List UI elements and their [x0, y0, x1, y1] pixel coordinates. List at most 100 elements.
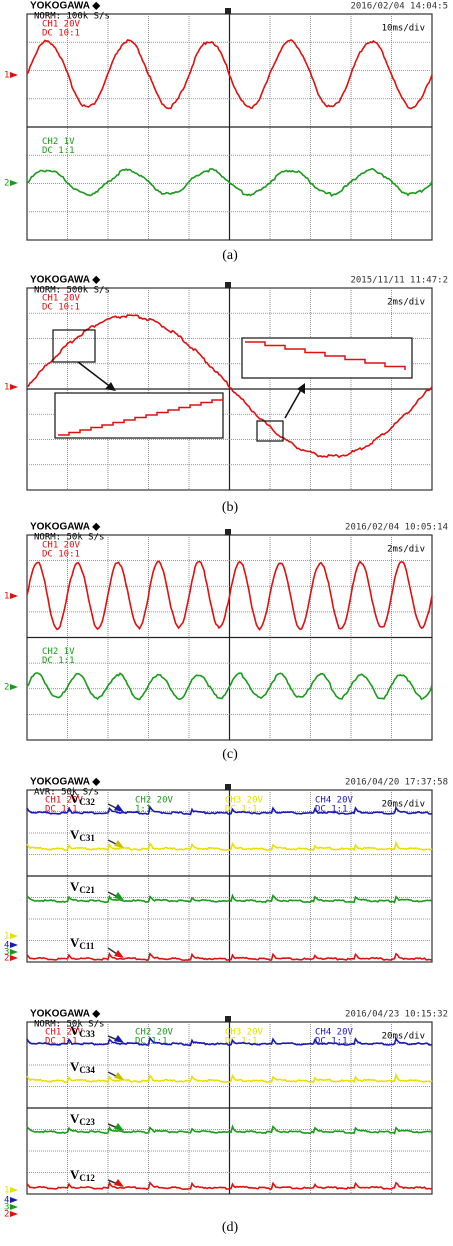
ground-arrow	[10, 1197, 18, 1203]
scope-screen: YOKOGAWA ◆NORM: 50k S/s 2016/04/23 10:15:…	[4, 1009, 448, 1236]
trigger-mark	[225, 784, 231, 790]
ground-arrow	[10, 949, 18, 955]
staircase	[58, 397, 224, 436]
ground-arrow	[10, 180, 18, 186]
ground-arrow	[10, 1187, 18, 1193]
voltage-label-main: V	[70, 1023, 80, 1038]
waveform	[26, 1072, 433, 1084]
waveform	[26, 1124, 433, 1135]
ground-marker: 1	[4, 383, 9, 393]
voltage-label: VC21	[70, 879, 95, 895]
voltage-label-sub: C34	[79, 1065, 95, 1075]
voltage-label-main: V	[70, 879, 80, 894]
caption: (b)	[222, 500, 239, 515]
channel-coupling: DC 10:1	[42, 29, 80, 39]
ground-arrow	[10, 72, 18, 78]
ground-arrow	[10, 1211, 18, 1217]
ground-marker: 4	[4, 1196, 9, 1206]
waveform	[26, 672, 433, 701]
timebase: 2ms/div	[387, 298, 425, 308]
channel-name: CH3 20V	[225, 796, 264, 806]
brand: YOKOGAWA ◆	[30, 1009, 100, 1020]
ground-marker: 4	[4, 941, 9, 951]
scope-screen: YOKOGAWA ◆NORM: 100k S/s 2016/02/04 14:04…	[4, 1, 448, 264]
waveform	[26, 1181, 432, 1191]
waveform	[26, 314, 433, 459]
caption: (d)	[222, 1220, 239, 1235]
waveform	[26, 560, 433, 631]
voltage-label-sub: C33	[79, 1029, 95, 1039]
sample-mode: NORM: 50k S/s	[34, 1020, 104, 1030]
ground-marker: 2	[4, 1210, 9, 1220]
ground-arrow	[10, 933, 18, 939]
sample-mode: NORM: 100k S/s	[34, 12, 110, 22]
scope-screen: YOKOGAWA ◆NORM: 500k S/s 2015/11/11 11:47…	[4, 275, 448, 516]
channel-coupling: DC 10:1	[42, 550, 80, 560]
channel-coupling: 1:1	[135, 805, 151, 815]
voltage-label-sub: C11	[79, 941, 95, 951]
zoom-box	[52, 329, 96, 363]
brand: YOKOGAWA ◆	[30, 1, 100, 12]
arrow	[77, 361, 113, 389]
staircase	[245, 341, 406, 370]
label-arrow-head	[114, 892, 124, 900]
sample-mode: NORM: 50k S/s	[34, 533, 104, 543]
ground-marker: 1	[4, 592, 9, 602]
voltage-label-sub: C21	[79, 885, 95, 895]
brand: YOKOGAWA ◆	[30, 777, 100, 788]
scope-screen: YOKOGAWA ◆AVR: 50k S/s 2016/04/20 17:37:5…	[4, 777, 448, 964]
ground-marker: 3	[4, 948, 9, 958]
timebase: 2ms/div	[387, 545, 425, 555]
waveform	[26, 167, 433, 197]
voltage-label: VC31	[70, 827, 95, 843]
channel-coupling: DC 1:1	[315, 805, 348, 815]
ground-arrow	[10, 955, 18, 961]
trigger-mark	[225, 8, 231, 14]
sample-mode: AVR: 50k S/s	[34, 788, 99, 798]
ground-arrow	[10, 593, 18, 599]
voltage-label-main: V	[70, 935, 80, 950]
channel-name: CH1 20V	[42, 20, 81, 30]
channel-name: CH2 20V	[135, 1028, 174, 1038]
channel-name: CH1 20V	[42, 541, 81, 551]
voltage-label-sub: C23	[79, 1117, 95, 1127]
voltage-label-sub: C32	[79, 797, 95, 807]
channel-coupling: DC 10:1	[42, 303, 80, 313]
voltage-label-main: V	[70, 791, 80, 806]
ground-marker: 1	[4, 1186, 9, 1196]
arrow-head	[105, 382, 116, 391]
voltage-label: VC32	[70, 791, 95, 807]
waveform	[26, 952, 432, 962]
label-arrow-head	[114, 1072, 124, 1080]
scope-screen: YOKOGAWA ◆NORM: 50k S/s 2016/02/04 10:05:…	[4, 522, 448, 763]
voltage-label: VC33	[70, 1023, 95, 1039]
voltage-label-main: V	[70, 1111, 80, 1126]
ground-marker: 2	[4, 954, 9, 964]
waveform	[26, 840, 433, 852]
inset	[241, 337, 413, 379]
timestamp: 2016/04/23 10:15:32	[345, 1010, 448, 1020]
arrow-head	[297, 383, 305, 394]
channel-coupling: DC 1:1	[135, 1037, 168, 1047]
channel-coupling: DC 1:1	[42, 146, 75, 156]
channel-name: CH2 1V	[42, 647, 75, 657]
timestamp: 2016/02/04 10:05:14	[345, 523, 448, 533]
ground-arrow	[10, 942, 18, 948]
voltage-label-sub: C12	[79, 1173, 95, 1183]
ground-marker: 1	[4, 71, 9, 81]
channel-coupling: DC 1:1	[45, 1037, 78, 1047]
channel-name: CH1 20V	[45, 1028, 84, 1038]
channel-name: CH1 20V	[45, 796, 84, 806]
brand: YOKOGAWA ◆	[30, 522, 100, 533]
ground-arrow	[10, 1204, 18, 1210]
channel-name: CH1 20V	[42, 294, 81, 304]
timebase: 20ms/div	[382, 1032, 425, 1042]
channel-coupling: DC 1:1	[225, 1037, 258, 1047]
label-arrow-head	[114, 840, 124, 848]
voltage-label: VC11	[70, 935, 95, 951]
voltage-label: VC23	[70, 1111, 95, 1127]
voltage-label-main: V	[70, 1167, 80, 1182]
channel-coupling: DC 1:1	[315, 1037, 348, 1047]
voltage-label: VC12	[70, 1167, 95, 1183]
timestamp: 2016/02/04 14:04:5	[350, 2, 448, 12]
